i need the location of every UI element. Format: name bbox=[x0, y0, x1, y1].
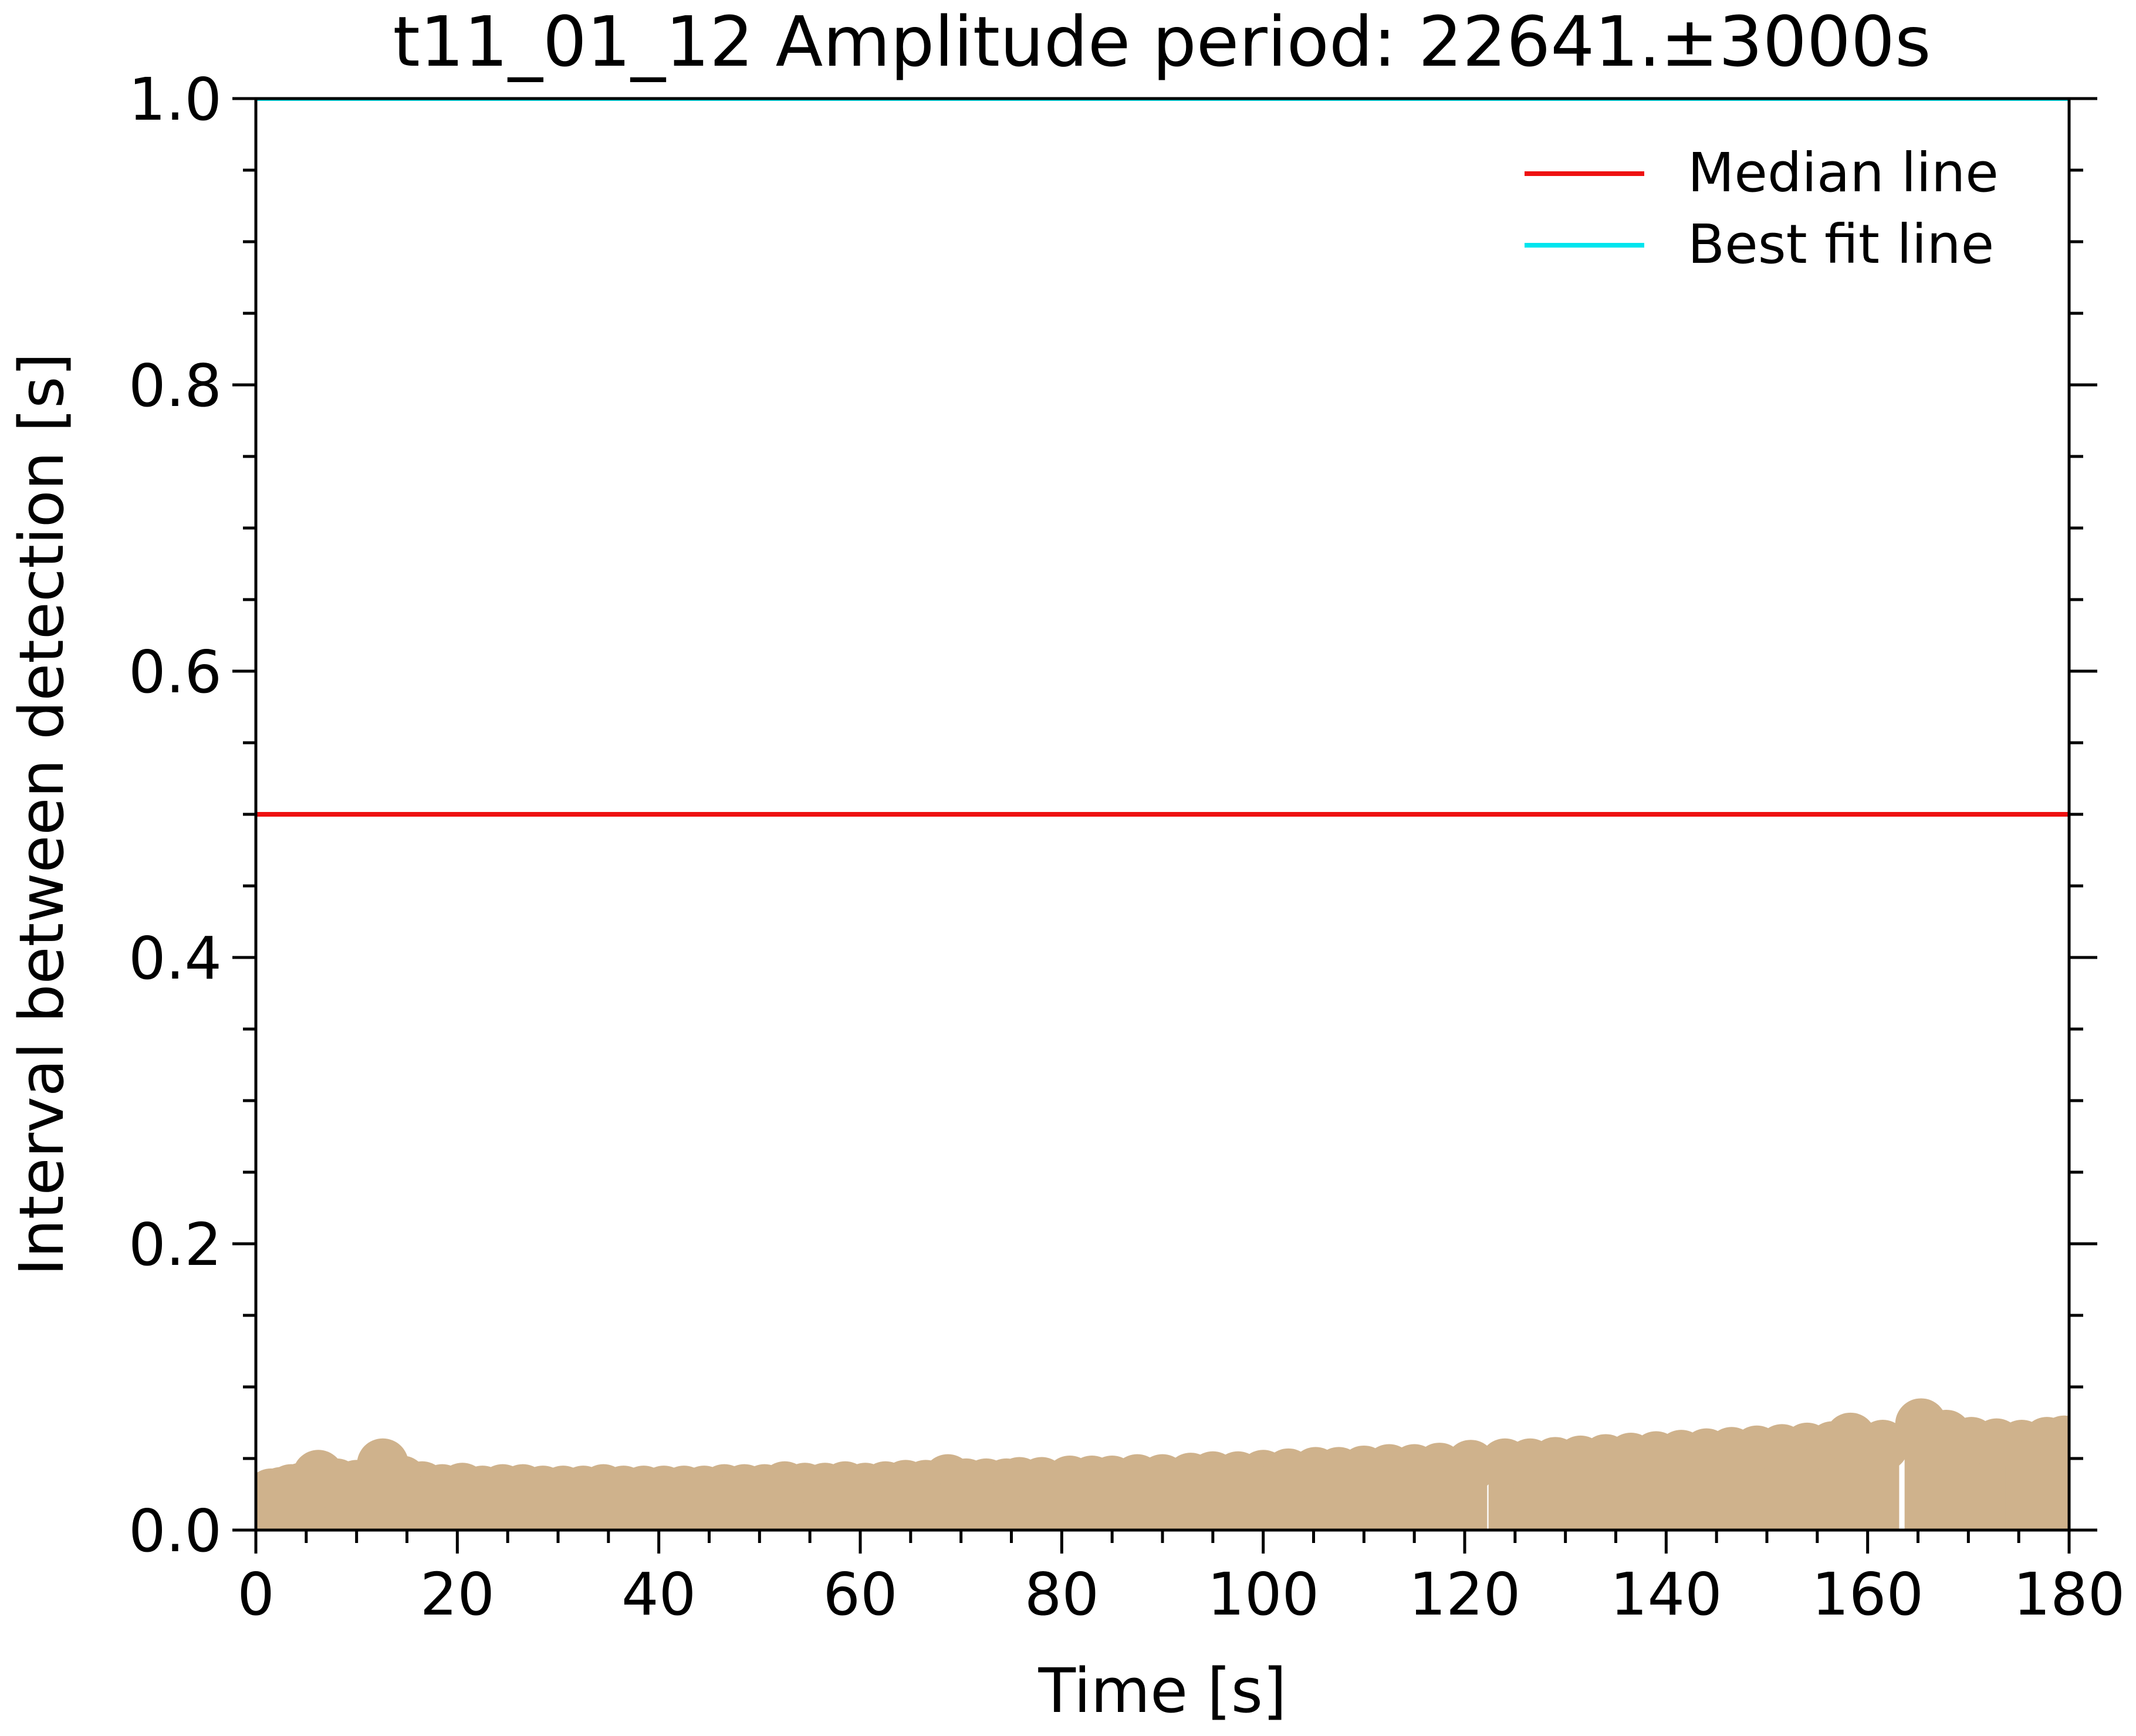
x-tick-label: 80 bbox=[1025, 1560, 1099, 1629]
data-point bbox=[2038, 1415, 2069, 1467]
legend: Median line Best fit line bbox=[1525, 141, 1999, 276]
axis-ticks: 0 20 40 60 80 100 120 140 160 180 0.0 0.2 0.4 0.6 0.8 1… bbox=[129, 65, 2125, 1629]
legend-label-median: Median line bbox=[1688, 141, 1999, 204]
x-tick-label: 120 bbox=[1409, 1560, 1521, 1629]
x-tick-label: 20 bbox=[420, 1560, 495, 1629]
legend-label-best-fit: Best fit line bbox=[1688, 213, 1994, 276]
y-tick-label: 0.6 bbox=[129, 638, 222, 706]
data-point bbox=[1857, 1420, 1909, 1472]
x-tick-label: 160 bbox=[1811, 1560, 1924, 1629]
plot-area bbox=[256, 99, 2069, 1530]
chart-title: t11_01_12 Amplitude period: 22641.±3000s bbox=[393, 1, 1931, 82]
x-tick-label: 140 bbox=[1610, 1560, 1722, 1629]
x-tick-label: 40 bbox=[621, 1560, 696, 1629]
y-tick-label: 1.0 bbox=[129, 65, 222, 134]
x-axis-label: Time [s] bbox=[1038, 1655, 1287, 1727]
x-tick-label: 0 bbox=[237, 1560, 275, 1629]
x-tick-label: 180 bbox=[2013, 1560, 2125, 1629]
y-tick-label: 0.2 bbox=[129, 1210, 222, 1279]
y-axis-label: Interval between detection [s] bbox=[6, 353, 77, 1276]
x-tick-label: 100 bbox=[1207, 1560, 1319, 1629]
y-tick-label: 0.0 bbox=[129, 1497, 222, 1565]
y-tick-label: 0.8 bbox=[129, 351, 222, 420]
x-tick-label: 60 bbox=[823, 1560, 897, 1629]
y-tick-label: 0.4 bbox=[129, 924, 222, 993]
